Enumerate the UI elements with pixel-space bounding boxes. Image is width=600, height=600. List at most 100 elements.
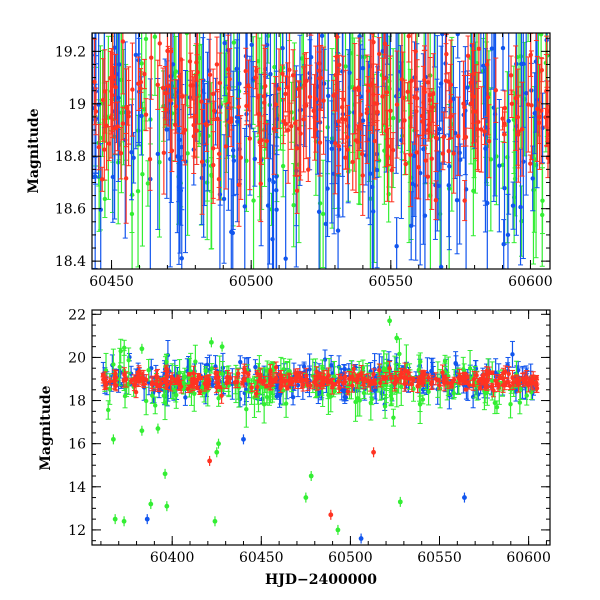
top-data-point (510, 203, 516, 208)
top-data-point (211, 162, 216, 168)
top-data-point (440, 33, 445, 37)
top-data-point (140, 171, 145, 177)
top-data-point (264, 138, 270, 144)
top-data-point (371, 209, 376, 214)
top-data-point (222, 21, 226, 25)
top-data-point (157, 41, 162, 46)
top-data-point (455, 33, 460, 37)
bottom-data-point (388, 386, 394, 392)
bottom-data-point (494, 405, 500, 410)
top-data-point (136, 81, 141, 86)
top-data-point (249, 42, 254, 48)
top-data-point (500, 45, 506, 51)
top-data-point (316, 209, 322, 214)
top-data-point (207, 72, 213, 78)
top-data-point (535, 106, 540, 112)
top-data-point (302, 82, 307, 88)
top-data-point (502, 121, 507, 126)
top-data-point (484, 62, 490, 67)
top-ticks: 60450 60500 60550 60600 18.4 18.6 18.8 19 19.2 (55, 33, 553, 290)
top-data-point (283, 256, 288, 261)
top-data-point (497, 163, 502, 168)
bottom-data-point (122, 345, 127, 351)
top-data-point (336, 4, 340, 8)
top-data-point (96, 102, 101, 107)
bottom-data-point (177, 370, 182, 375)
top-data-point (191, 122, 196, 128)
top-data-point (406, 33, 411, 39)
top-data-point (329, 140, 334, 145)
top-data-point (357, 34, 362, 39)
top-data-point (473, 109, 478, 114)
top-data-point (309, 21, 313, 25)
top-data-point (129, 211, 135, 217)
top-data-point (540, 212, 545, 218)
top-data-point (323, 221, 329, 227)
top-data-point (370, 184, 375, 190)
top-data-point (123, 176, 129, 181)
top-data-point (179, 94, 185, 99)
top-data-point (155, 151, 161, 157)
top-data-point (163, 107, 169, 112)
top-data-point (226, 85, 231, 91)
bottom-data-point (391, 415, 396, 420)
bottom-data-point (482, 391, 488, 396)
bottom-data-point (389, 396, 394, 402)
top-data-point (413, 49, 418, 54)
top-data-point (251, 198, 256, 203)
top-data-point (264, 42, 270, 48)
top-data-point (210, 91, 216, 97)
top-data-point (343, 64, 348, 69)
top-data-point (231, 40, 237, 45)
top-data-point (90, 2, 94, 6)
top-data-point (465, 53, 471, 58)
top-data-point (326, 93, 331, 99)
top-data-point (471, 188, 476, 194)
top-data-point (340, 116, 345, 121)
top-data-point (395, 87, 401, 92)
top-data-point (177, 74, 182, 79)
top-data-point (410, 181, 415, 187)
bottom-data-point (245, 378, 251, 383)
top-data-point (317, 140, 323, 145)
top-data-point (374, 167, 380, 173)
top-data-point (462, 198, 467, 203)
top-data-point (394, 243, 399, 249)
top-plot-area (90, 0, 550, 269)
top-data-point (364, 110, 370, 116)
top-data-point (346, 0, 350, 1)
top-data-point (155, 82, 160, 88)
top-data-point (425, 80, 431, 85)
top-data-point (230, 230, 235, 236)
top-data-point (284, 9, 288, 13)
top-data-point (267, 177, 272, 182)
bottom-data-point (426, 389, 431, 395)
top-data-point (430, 104, 435, 110)
bottom-series-red (100, 360, 540, 404)
top-data-point (421, 100, 426, 105)
top-data-point (281, 118, 286, 124)
top-data-point (350, 159, 355, 165)
top-data-point (244, 103, 249, 109)
top-data-point (187, 59, 193, 64)
top-data-point (152, 34, 158, 40)
top-data-point (528, 161, 533, 166)
top-data-point (483, 146, 488, 151)
top-data-point (485, 200, 490, 206)
bottom-data-point (378, 380, 383, 386)
top-data-point (234, 66, 239, 72)
top-data-point (129, 150, 134, 155)
top-data-point (509, 101, 515, 106)
top-data-point (403, 161, 408, 167)
top-data-point (414, 150, 419, 155)
bottom-data-point (161, 393, 167, 398)
top-data-point (400, 95, 406, 101)
top-data-point (115, 21, 119, 25)
top-data-point (164, 127, 169, 132)
top-data-point (521, 61, 526, 67)
top-data-point (465, 85, 470, 90)
top-data-point (537, 114, 542, 120)
top-data-point (400, 133, 405, 139)
top-data-point (271, 179, 276, 185)
